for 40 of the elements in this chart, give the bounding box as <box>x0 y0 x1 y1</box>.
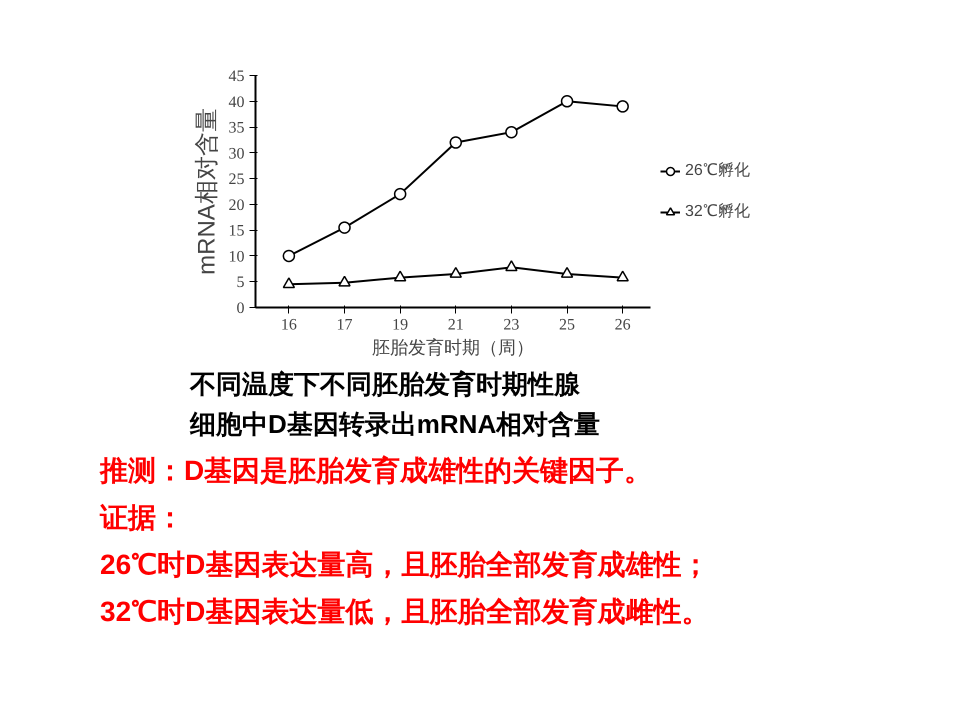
text: 不同温度下不同胚胎发育时期性腺细胞中D基因转录出mRNA相对含量 <box>190 368 600 441</box>
x-tick-label: 21 <box>448 316 464 334</box>
y-tick-label: 5 <box>236 274 244 292</box>
x-tick-label: 17 <box>336 316 353 334</box>
point <box>505 260 518 272</box>
x-tick-label: 16 <box>280 316 297 334</box>
x-tick-label: 25 <box>559 316 576 334</box>
y-tick-label: 35 <box>228 120 244 137</box>
y-tick-label: 25 <box>228 171 244 188</box>
point <box>616 100 629 113</box>
point <box>450 266 462 278</box>
point <box>282 250 296 262</box>
point <box>338 221 351 234</box>
y-tick-label: 30 <box>228 145 244 162</box>
y-tick-label: 10 <box>228 248 244 266</box>
text: 26℃时D基因表达量高，且胚胎全部发育成雄性； <box>100 548 710 582</box>
point <box>505 126 518 138</box>
y-axis-title: mRNA相对含量 <box>194 108 220 275</box>
point <box>394 270 406 282</box>
point <box>560 95 574 108</box>
point <box>560 266 574 278</box>
y-tick-label: 45 <box>228 68 244 85</box>
legend-label: 26℃孵化 <box>685 161 750 181</box>
point <box>394 188 406 200</box>
legend-label: 32℃孵化 <box>685 202 750 222</box>
x-tick-label: 26 <box>614 316 631 334</box>
x-tick-label: 19 <box>392 316 408 334</box>
text: 推测：D基因是胚胎发育成雄性的关键因子。 <box>100 454 652 488</box>
point <box>450 136 462 149</box>
text: 32℃时D基因表达量低，且胚胎全部发育成雌性。 <box>100 595 710 629</box>
x-axis-title: 胚胎发育时期（周） <box>372 338 534 358</box>
y-tick-label: 0 <box>236 300 244 317</box>
text: 证据： <box>100 501 184 535</box>
y-tick-label: 40 <box>228 94 244 111</box>
point <box>338 276 351 287</box>
point <box>616 270 629 282</box>
y-tick-label: 15 <box>228 222 244 240</box>
y-tick-label: 20 <box>228 196 244 214</box>
x-tick-label: 23 <box>503 316 520 334</box>
point <box>282 277 296 288</box>
